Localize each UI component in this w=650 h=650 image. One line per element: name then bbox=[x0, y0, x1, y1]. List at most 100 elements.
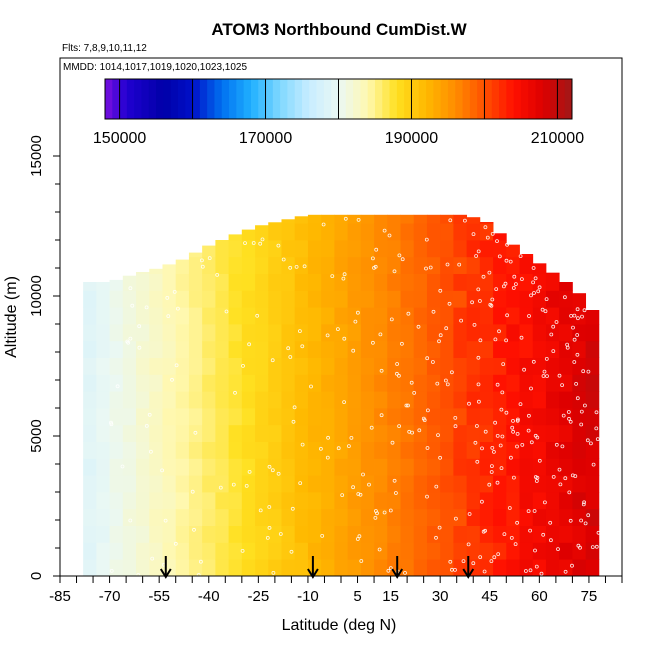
colorbar-tick-label: 170000 bbox=[239, 130, 292, 147]
heatmap-cell bbox=[149, 492, 163, 510]
heatmap-cell bbox=[83, 458, 97, 476]
heatmap-cell bbox=[83, 282, 97, 291]
heatmap-cell bbox=[83, 542, 97, 560]
heatmap-cell bbox=[519, 458, 534, 476]
heatmap-cell bbox=[413, 441, 428, 459]
observation-point bbox=[470, 300, 475, 305]
heatmap-cell bbox=[347, 408, 362, 426]
heatmap-cell bbox=[440, 391, 454, 409]
heatmap-cell bbox=[188, 256, 203, 274]
heatmap-cell bbox=[321, 458, 335, 476]
heatmap-cell bbox=[400, 324, 415, 342]
heatmap-cell bbox=[334, 290, 349, 308]
heatmap-cell bbox=[109, 559, 124, 577]
observation-point bbox=[515, 444, 519, 449]
observation-point bbox=[531, 280, 535, 285]
heatmap-cell bbox=[136, 340, 150, 358]
heatmap-cell bbox=[83, 525, 97, 543]
heatmap-cell bbox=[374, 458, 388, 476]
heatmap-cell bbox=[479, 441, 494, 459]
observation-point bbox=[556, 547, 560, 551]
heatmap-cell bbox=[122, 275, 137, 291]
heatmap-cell bbox=[400, 542, 415, 560]
heatmap-cell bbox=[255, 324, 269, 342]
heatmap-cell bbox=[334, 475, 349, 493]
observation-point bbox=[353, 319, 358, 324]
observation-point bbox=[393, 491, 398, 495]
heatmap-cell bbox=[374, 256, 388, 274]
observation-point bbox=[501, 284, 506, 289]
heatmap-cell bbox=[228, 357, 243, 375]
heatmap-cell bbox=[294, 240, 309, 258]
observation-point bbox=[489, 303, 494, 308]
observation-point bbox=[403, 571, 407, 575]
heatmap-cell bbox=[519, 357, 534, 375]
heatmap-cell bbox=[162, 508, 177, 526]
heatmap-cell bbox=[241, 374, 256, 392]
heatmap-cell bbox=[347, 273, 362, 291]
heatmap-cell bbox=[400, 357, 415, 375]
heatmap-cell bbox=[149, 458, 163, 476]
heatmap-cell bbox=[387, 424, 401, 442]
heatmap-cell bbox=[202, 357, 216, 375]
observation-point bbox=[349, 435, 354, 440]
heatmap-cell bbox=[321, 374, 335, 392]
heatmap-cell bbox=[360, 357, 375, 375]
heatmap-cell bbox=[519, 391, 534, 409]
observation-point bbox=[515, 520, 519, 525]
heatmap-cell bbox=[175, 559, 190, 577]
heatmap-cell bbox=[360, 307, 375, 325]
heatmap-cell bbox=[506, 492, 520, 510]
observation-point bbox=[367, 482, 371, 487]
colorbar-segment bbox=[265, 79, 274, 119]
heatmap-cell bbox=[493, 391, 507, 409]
observation-point bbox=[596, 530, 601, 535]
observation-point bbox=[467, 512, 472, 516]
heatmap-cell bbox=[532, 508, 547, 526]
observation-point bbox=[508, 455, 513, 460]
heatmap-cell bbox=[559, 290, 573, 308]
heatmap-cell bbox=[400, 307, 415, 325]
heatmap-cell bbox=[122, 559, 137, 577]
heatmap-cell bbox=[294, 441, 309, 459]
observation-point bbox=[493, 337, 498, 342]
heatmap-cell bbox=[175, 357, 190, 375]
heatmap-cell bbox=[347, 290, 362, 308]
observation-point bbox=[526, 509, 531, 514]
heatmap-cell bbox=[347, 324, 362, 342]
observation-point bbox=[267, 464, 272, 469]
observation-point bbox=[485, 235, 490, 240]
heatmap-cell bbox=[585, 475, 600, 493]
heatmap-cell bbox=[307, 256, 322, 274]
observation-point bbox=[428, 265, 433, 270]
heatmap-cell bbox=[175, 324, 190, 342]
observation-point bbox=[325, 455, 330, 460]
heatmap-cell bbox=[188, 508, 203, 526]
heatmap-cell bbox=[215, 324, 229, 342]
heatmap-cell bbox=[307, 290, 322, 308]
observation-point bbox=[438, 288, 443, 293]
observation-point bbox=[370, 340, 375, 345]
heatmap-cell bbox=[136, 357, 150, 375]
heatmap-cell bbox=[294, 273, 309, 291]
heatmap-cell bbox=[321, 508, 335, 526]
observation-point bbox=[340, 493, 345, 498]
observation-point bbox=[300, 344, 305, 349]
observation-point bbox=[396, 373, 401, 378]
heatmap-cell bbox=[413, 214, 428, 224]
heatmap-cell bbox=[175, 542, 190, 560]
colorbar-segment bbox=[557, 79, 566, 119]
colorbar-segment bbox=[433, 79, 442, 119]
observation-point bbox=[511, 429, 515, 434]
heatmap-cell bbox=[387, 324, 401, 342]
observation-point bbox=[497, 254, 502, 259]
heatmap-cell bbox=[479, 222, 494, 224]
heatmap-cell bbox=[334, 256, 349, 274]
heatmap-cell bbox=[307, 424, 322, 442]
heatmap-cell bbox=[175, 290, 190, 308]
heatmap-cell bbox=[519, 374, 534, 392]
heatmap-cell bbox=[241, 357, 256, 375]
heatmap-cell bbox=[440, 408, 454, 426]
heatmap-cell bbox=[506, 542, 520, 560]
observation-point bbox=[505, 242, 510, 247]
